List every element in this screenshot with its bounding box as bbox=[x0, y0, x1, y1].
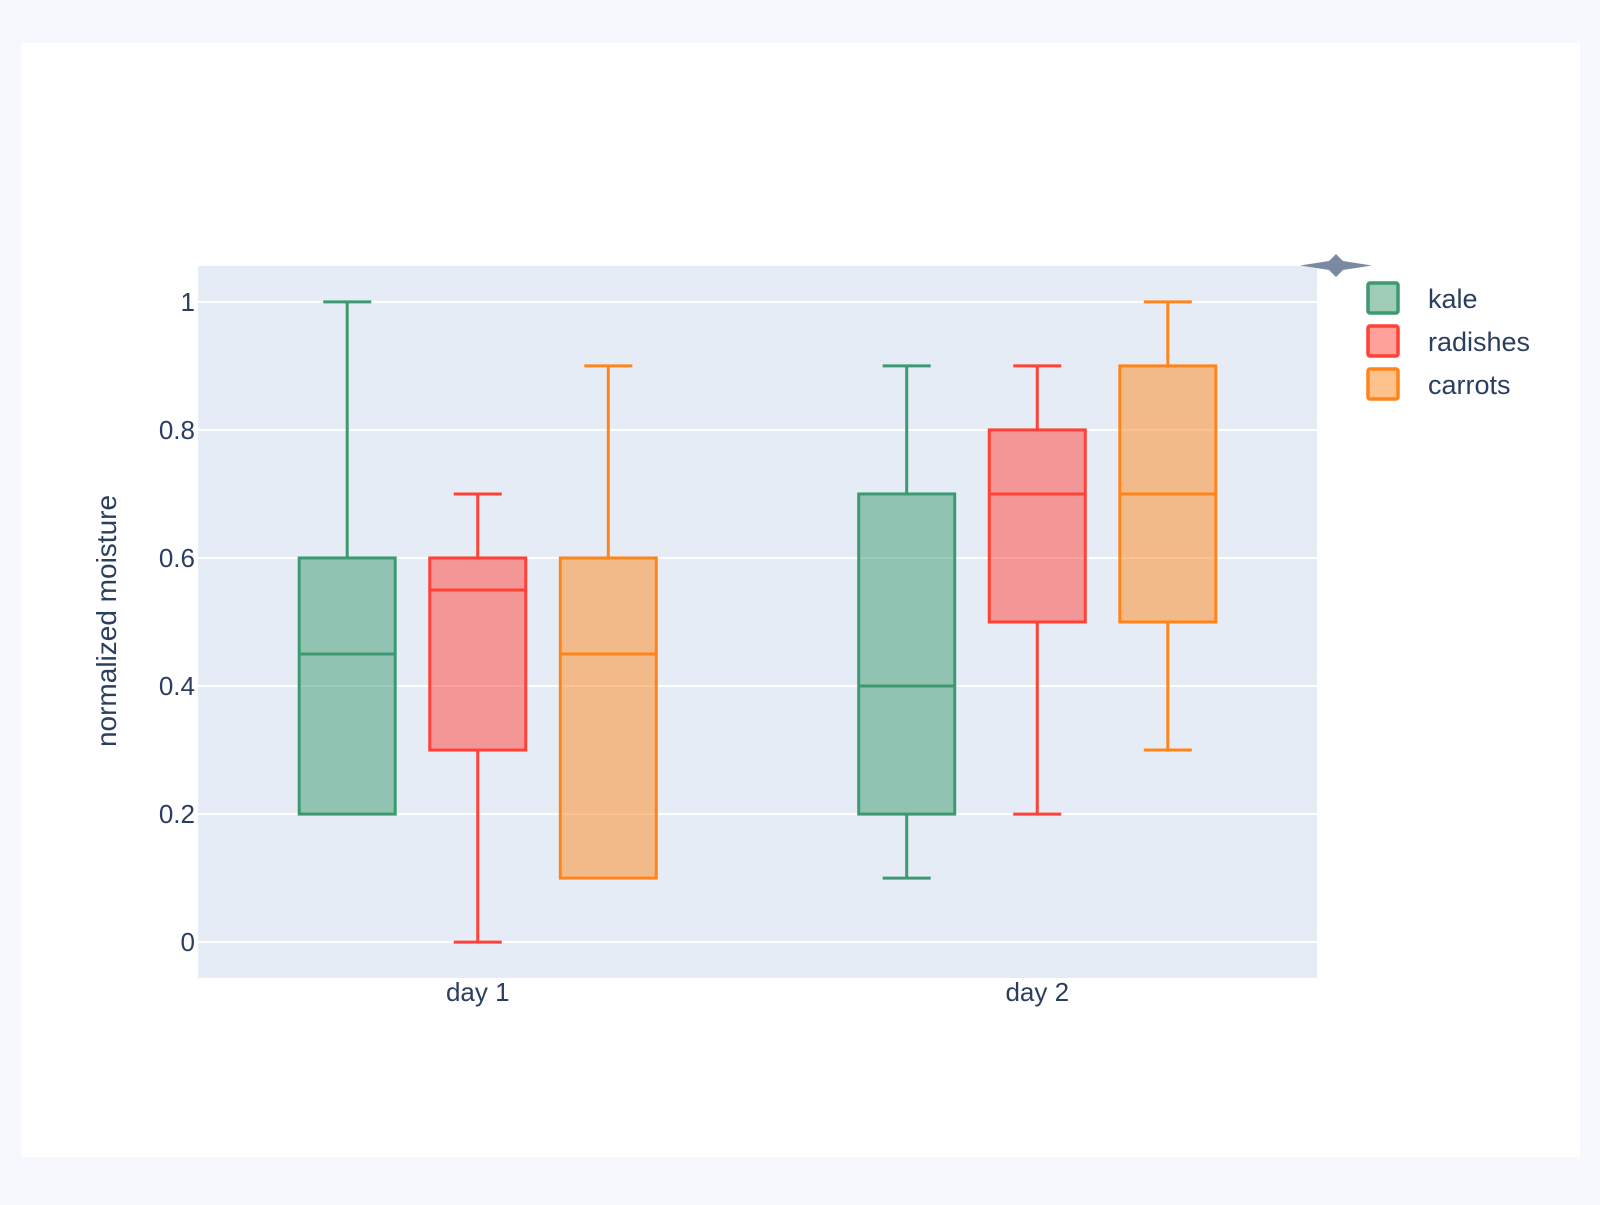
legend: kale radishes carrots bbox=[1366, 281, 1530, 401]
y-tick-label: 1 bbox=[181, 287, 195, 317]
box-kale-day-2[interactable] bbox=[857, 364, 957, 880]
box-radishes-day-2[interactable] bbox=[987, 364, 1087, 816]
legend-item-carrots[interactable]: carrots bbox=[1366, 367, 1511, 401]
trace-kale bbox=[297, 300, 957, 880]
x-category-label: day 1 bbox=[446, 977, 510, 1007]
trace-radishes bbox=[428, 364, 1087, 944]
box-carrots-day-1[interactable] bbox=[558, 364, 658, 880]
y-tick-label: 0.4 bbox=[159, 671, 195, 701]
legend-item-kale[interactable]: kale bbox=[1366, 281, 1478, 315]
box-rect bbox=[297, 556, 397, 816]
box-rect bbox=[857, 492, 957, 816]
box-traces bbox=[297, 300, 1218, 944]
legend-item-label: kale bbox=[1428, 284, 1478, 314]
y-axis-tick-labels: 0 0.2 0.4 0.6 0.8 1 bbox=[159, 287, 195, 957]
y-tick-label: 0.2 bbox=[159, 799, 195, 829]
box-rect bbox=[558, 556, 658, 880]
legend-swatch-icon bbox=[1366, 324, 1400, 358]
box-rect bbox=[987, 428, 1087, 624]
legend-swatch-icon bbox=[1366, 367, 1400, 401]
legend-swatch-icon bbox=[1366, 281, 1400, 315]
x-category-label: day 2 bbox=[1005, 977, 1069, 1007]
box-carrots-day-2[interactable] bbox=[1118, 300, 1218, 752]
y-tick-label: 0.8 bbox=[159, 415, 195, 445]
trace-carrots bbox=[558, 300, 1218, 880]
y-tick-label: 0.6 bbox=[159, 543, 195, 573]
box-kale-day-1[interactable] bbox=[297, 300, 397, 816]
box-radishes-day-1[interactable] bbox=[428, 492, 528, 944]
legend-item-label: radishes bbox=[1428, 327, 1530, 357]
x-axis-category-labels: day 1 day 2 bbox=[446, 977, 1069, 1007]
legend-item-radishes[interactable]: radishes bbox=[1366, 324, 1530, 358]
y-tick-label: 0 bbox=[181, 927, 195, 957]
legend-item-label: carrots bbox=[1428, 370, 1511, 400]
box-rect bbox=[428, 556, 528, 752]
y-axis-title: normalized moisture bbox=[91, 495, 122, 747]
modebar-expand-icon[interactable] bbox=[1300, 254, 1372, 277]
